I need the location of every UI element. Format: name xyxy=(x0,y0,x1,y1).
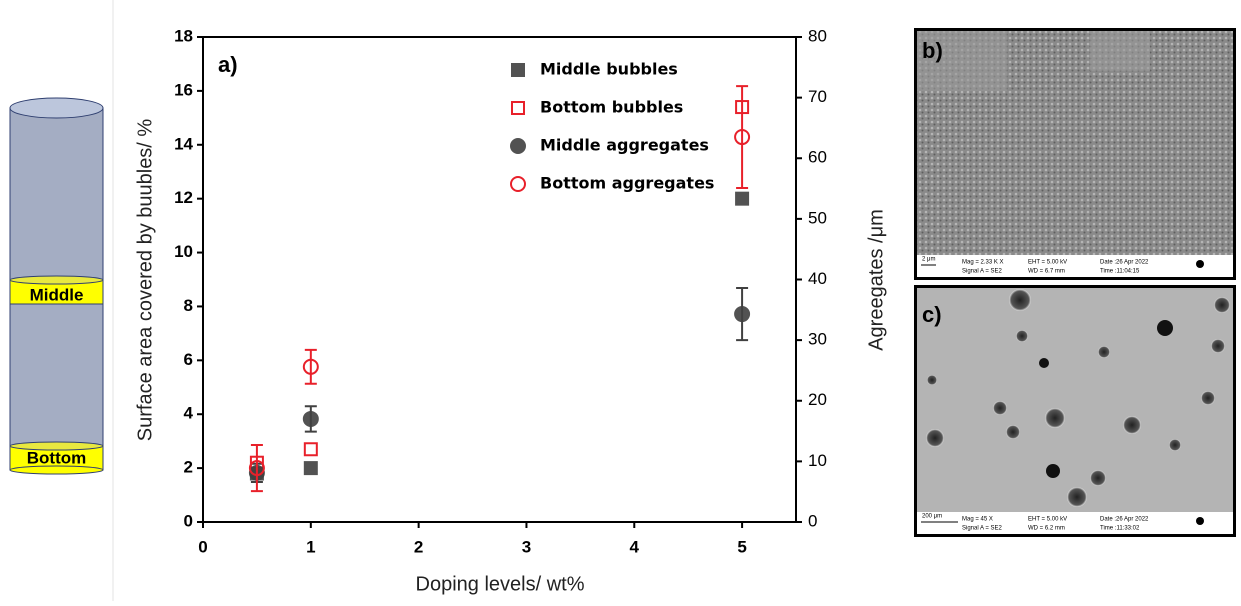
legend-marker xyxy=(511,177,525,191)
image-info: WD = 6.2 mm xyxy=(1028,526,1065,532)
point xyxy=(305,462,317,474)
image-label: c) xyxy=(922,302,942,327)
y2-tick-label: 60 xyxy=(808,148,827,167)
y-axis-label: Surface area covered by buubles/ % xyxy=(134,119,156,442)
x-axis-label: Doping levels/ wt% xyxy=(416,573,585,595)
panel-label: a) xyxy=(218,52,238,77)
y2-tick-label: 30 xyxy=(808,330,827,349)
error-bar xyxy=(305,350,317,384)
legend-label: Middle bubbles xyxy=(540,60,678,79)
y2-tick-label: 10 xyxy=(808,451,827,470)
image-info: WD = 6.7 mm xyxy=(1028,269,1065,275)
legend-marker xyxy=(511,139,525,153)
cylinder: Middle Bottom xyxy=(10,98,103,474)
y-tick-label: 4 xyxy=(184,404,194,423)
image-info: Signal A = SE2 xyxy=(962,526,1003,532)
image-info: Time :11:33:02 xyxy=(1100,526,1140,532)
y-tick-label: 8 xyxy=(184,296,193,315)
y-tick-label: 18 xyxy=(174,26,193,45)
legend-label: Bottom aggregates xyxy=(540,174,714,193)
y2-tick-label: 70 xyxy=(808,87,827,106)
y2-tick-label: 0 xyxy=(808,511,817,530)
scale-label: 2 μm xyxy=(922,257,935,263)
image-info: EHT = 5.00 kV xyxy=(1028,517,1067,523)
x-tick-label: 2 xyxy=(414,537,423,556)
image-info: Signal A = SE2 xyxy=(962,269,1003,275)
scale-label: 200 μm xyxy=(922,514,942,520)
image-info: Date :26 Apr 2022 xyxy=(1100,260,1149,266)
y-tick-label: 12 xyxy=(174,188,193,207)
x-tick-label: 4 xyxy=(630,537,640,556)
x-tick-label: 1 xyxy=(306,537,315,556)
sem-image-b: b) 2 μm Mag = 2.33 K X EHT = 5.00 kV Dat… xyxy=(914,28,1236,280)
y2-tick-label: 40 xyxy=(808,269,827,288)
y-tick-label: 6 xyxy=(184,350,193,369)
y-tick-label: 10 xyxy=(174,242,193,261)
image-info: Mag = 2.33 K X xyxy=(962,260,1004,266)
point xyxy=(735,307,749,321)
x-tick-label: 3 xyxy=(522,537,531,556)
y-tick-label: 2 xyxy=(184,458,193,477)
point xyxy=(305,443,317,455)
y2-tick-label: 20 xyxy=(808,390,827,409)
image-info: EHT = 5.00 kV xyxy=(1028,260,1067,266)
figure: Middle Bottom a) Doping levels/ wt% Surf… xyxy=(0,0,1241,601)
point xyxy=(736,193,748,205)
y2-tick-label: 50 xyxy=(808,208,827,227)
image-info: Time :11:04:15 xyxy=(1100,269,1140,275)
image-label: b) xyxy=(922,38,943,63)
y2-axis-label: Agreegates /μm xyxy=(865,209,887,351)
y-tick-label: 14 xyxy=(174,134,193,153)
image-info: Date :26 Apr 2022 xyxy=(1100,517,1149,523)
legend-label: Bottom bubbles xyxy=(540,98,683,117)
sem-image-c: c) 200 μm Mag = 45 X EHT = 5.00 kV Date … xyxy=(914,285,1236,537)
diagram-label: Middle xyxy=(30,285,84,304)
y-tick-label: 0 xyxy=(184,511,193,530)
legend-marker xyxy=(512,102,524,114)
diagram-label: Bottom xyxy=(27,448,86,467)
plot-frame xyxy=(203,37,796,522)
y-tick-label: 16 xyxy=(174,80,193,99)
y2-tick-label: 80 xyxy=(808,26,827,45)
x-tick-label: 5 xyxy=(737,537,746,556)
legend-marker xyxy=(512,64,524,76)
point xyxy=(304,412,318,426)
legend-label: Middle aggregates xyxy=(540,136,709,155)
x-tick-label: 0 xyxy=(198,537,207,556)
image-info: Mag = 45 X xyxy=(962,517,993,523)
